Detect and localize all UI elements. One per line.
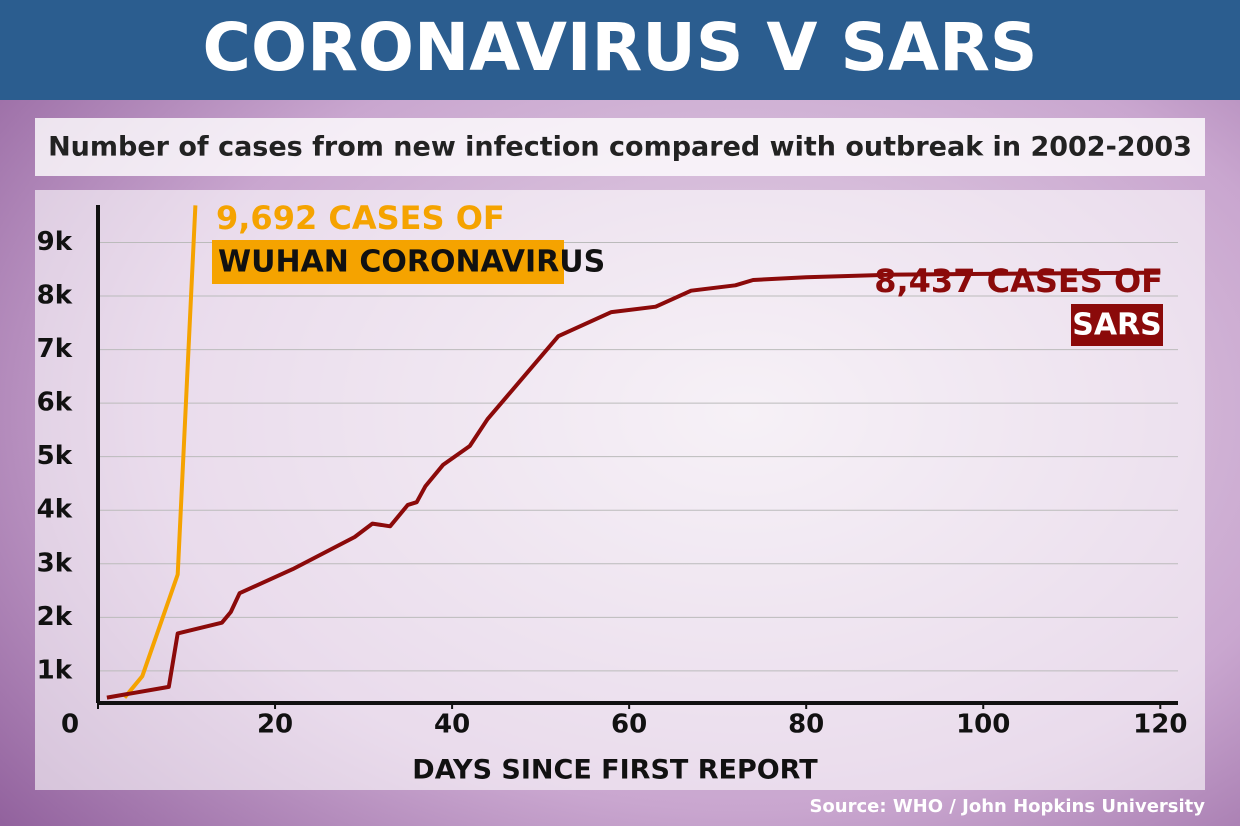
source: Source: WHO / John Hopkins University	[809, 796, 1205, 817]
y-tick-label: 5k	[37, 441, 73, 471]
subtitle-bar	[35, 118, 1205, 176]
x-tick-label: 0	[61, 710, 79, 740]
x-tick-label: 40	[434, 710, 470, 740]
y-tick-label: 8k	[37, 281, 73, 311]
subtitle: Number of cases from new infection compa…	[48, 132, 1192, 163]
x-tick-label: 80	[788, 710, 824, 740]
series-line	[123, 205, 198, 699]
annotation: 8,437 CASES OF	[874, 262, 1163, 300]
series-line	[106, 270, 1161, 700]
y-tick-label: 2k	[37, 602, 73, 632]
chart-title: CORONAVIRUS V SARS	[203, 9, 1038, 86]
x-tick-label: 60	[611, 710, 647, 740]
annotation-box	[1071, 304, 1163, 346]
y-tick-label: 9k	[37, 227, 73, 257]
y-tick-label: 7k	[37, 334, 73, 364]
annotation: 9,692 CASES OF	[216, 199, 505, 237]
plot-panel	[35, 190, 1205, 790]
y-tick-label: 6k	[37, 388, 73, 418]
x-tick-label: 20	[257, 710, 293, 740]
annotation-box	[212, 240, 564, 284]
legend-label: WUHAN CORONAVIRUS	[218, 245, 605, 280]
x-tick-label: 100	[956, 710, 1010, 740]
y-tick-label: 3k	[37, 548, 73, 578]
x-tick-label: 120	[1133, 710, 1187, 740]
x-axis-label: DAYS SINCE FIRST REPORT	[412, 755, 818, 786]
y-tick-label: 1k	[37, 655, 73, 685]
y-tick-label: 4k	[37, 495, 73, 525]
legend-label: SARS	[1072, 308, 1162, 343]
title-banner	[0, 0, 1240, 100]
